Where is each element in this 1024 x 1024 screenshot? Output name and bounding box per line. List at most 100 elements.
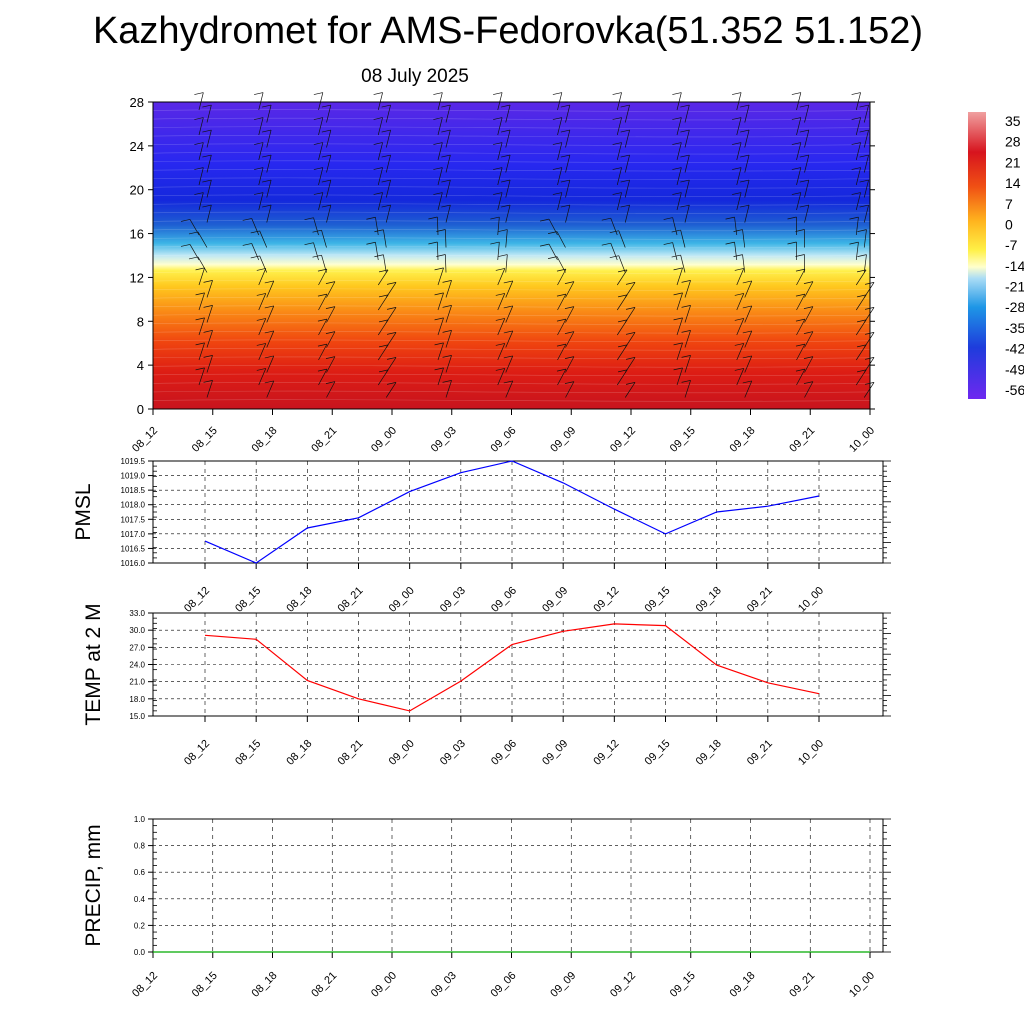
wind-barb bbox=[326, 154, 332, 173]
x-tick-label: 09_15 bbox=[643, 585, 673, 615]
wind-barb bbox=[744, 280, 753, 298]
wind-barb bbox=[206, 355, 213, 373]
wind-barb bbox=[684, 305, 691, 323]
wind-barb-flag bbox=[680, 154, 690, 158]
wind-barb bbox=[796, 268, 806, 286]
wind-barb bbox=[676, 267, 683, 286]
wind-barb bbox=[505, 154, 511, 173]
wind-barb bbox=[796, 343, 806, 361]
wind-barb-flag bbox=[859, 129, 869, 133]
y-tick-label: 1017.0 bbox=[121, 530, 146, 539]
wind-barb-flag bbox=[803, 281, 814, 284]
x-tick-label: 08_18 bbox=[250, 425, 280, 455]
wind-barb-flag bbox=[264, 330, 274, 334]
wind-barb bbox=[497, 117, 503, 136]
x-tick-label: 08_15 bbox=[190, 970, 220, 1000]
wind-barb-flag bbox=[194, 192, 204, 195]
wind-barb-flag bbox=[321, 129, 331, 133]
wind-barb-flag bbox=[552, 92, 562, 95]
wind-barb-flag bbox=[740, 204, 750, 208]
wind-barb-flag bbox=[612, 92, 622, 95]
wind-barb bbox=[734, 242, 738, 261]
wind-barb-flag bbox=[386, 307, 397, 310]
wind-barb-flag bbox=[195, 267, 205, 271]
wind-barb-flag bbox=[304, 242, 314, 246]
wind-barb-flag bbox=[732, 192, 742, 195]
wind-barb bbox=[557, 343, 567, 361]
wind-barb-flag bbox=[313, 92, 323, 95]
wind-barb-flag bbox=[617, 294, 628, 298]
wind-barb-flag bbox=[434, 317, 444, 321]
wind-barb bbox=[206, 104, 212, 123]
y-tick-label: 1016.0 bbox=[121, 559, 146, 568]
wind-barb-flag bbox=[195, 367, 205, 371]
wind-barb bbox=[624, 104, 630, 123]
wind-barb bbox=[318, 268, 328, 286]
wind-barb-flag bbox=[188, 231, 199, 235]
wind-barb bbox=[736, 117, 742, 136]
y-tick-label: 12 bbox=[130, 270, 144, 285]
wind-barb bbox=[684, 129, 690, 148]
wind-barb bbox=[736, 142, 742, 161]
wind-barb-flag bbox=[195, 317, 205, 321]
colorbar-label: -28 bbox=[1005, 299, 1024, 315]
wind-barb-flag bbox=[442, 280, 452, 283]
wind-barb-flag bbox=[203, 355, 213, 358]
wind-barb-flag bbox=[859, 154, 869, 158]
x-tick-label: 08_21 bbox=[309, 970, 339, 1000]
wind-barb bbox=[676, 317, 683, 336]
wind-barb bbox=[505, 129, 511, 148]
wind-barb-flag bbox=[442, 380, 452, 383]
wind-barb-flag bbox=[564, 331, 575, 334]
wind-barb-flag bbox=[856, 319, 867, 323]
wind-barb bbox=[557, 368, 567, 386]
wind-barb-flag bbox=[617, 344, 628, 348]
wind-barb bbox=[804, 331, 814, 348]
wind-barb-flag bbox=[254, 167, 264, 170]
wind-barb-flag bbox=[742, 330, 752, 334]
wind-barb bbox=[855, 369, 867, 386]
wind-barb bbox=[385, 129, 391, 148]
wind-barb bbox=[318, 318, 328, 336]
wind-barb-flag bbox=[242, 243, 252, 246]
wind-barb bbox=[804, 356, 814, 373]
wind-barb-flag bbox=[321, 104, 331, 108]
wind-barb-flag bbox=[501, 104, 511, 108]
wind-barb bbox=[863, 229, 867, 248]
wind-barb bbox=[744, 179, 750, 198]
wind-barb-flag bbox=[441, 204, 451, 208]
wind-barb-flag bbox=[672, 92, 682, 95]
x-tick-label: 09_03 bbox=[438, 585, 468, 615]
y-tick-label: 1016.5 bbox=[121, 544, 146, 553]
contour-line bbox=[152, 296, 871, 300]
wind-barb bbox=[385, 382, 397, 398]
wind-barb-flag bbox=[734, 268, 744, 271]
wind-barb bbox=[736, 268, 745, 286]
wind-barb-flag bbox=[434, 342, 444, 346]
x-tick-label: 09_03 bbox=[429, 970, 459, 1000]
contour-line bbox=[152, 314, 871, 317]
wind-barb bbox=[557, 192, 563, 211]
wind-barb-flag bbox=[254, 117, 264, 120]
wind-barb bbox=[804, 204, 810, 223]
wind-barb-flag bbox=[849, 216, 859, 220]
wind-barb bbox=[377, 92, 383, 111]
wind-barb-flag bbox=[312, 229, 322, 233]
wind-barb-flag bbox=[317, 343, 328, 347]
wind-barb bbox=[855, 242, 859, 261]
wind-barb bbox=[318, 192, 324, 211]
x-tick-label: 09_15 bbox=[643, 738, 673, 768]
wind-barb-flag bbox=[381, 104, 391, 108]
y-axis-label: TEMP at 2 M bbox=[82, 603, 105, 725]
colorbar-label: -21 bbox=[1005, 279, 1024, 295]
wind-barb bbox=[744, 330, 753, 348]
wind-barb-flag bbox=[795, 343, 806, 347]
wind-barb-flag bbox=[673, 317, 683, 321]
wind-barb bbox=[505, 204, 511, 223]
wind-barb bbox=[318, 293, 328, 311]
wind-barb-flag bbox=[740, 104, 750, 108]
wind-barb-flag bbox=[317, 293, 328, 297]
wind-barb-flag bbox=[663, 242, 673, 245]
wind-barb bbox=[326, 129, 332, 148]
wind-barb-flag bbox=[799, 104, 809, 108]
